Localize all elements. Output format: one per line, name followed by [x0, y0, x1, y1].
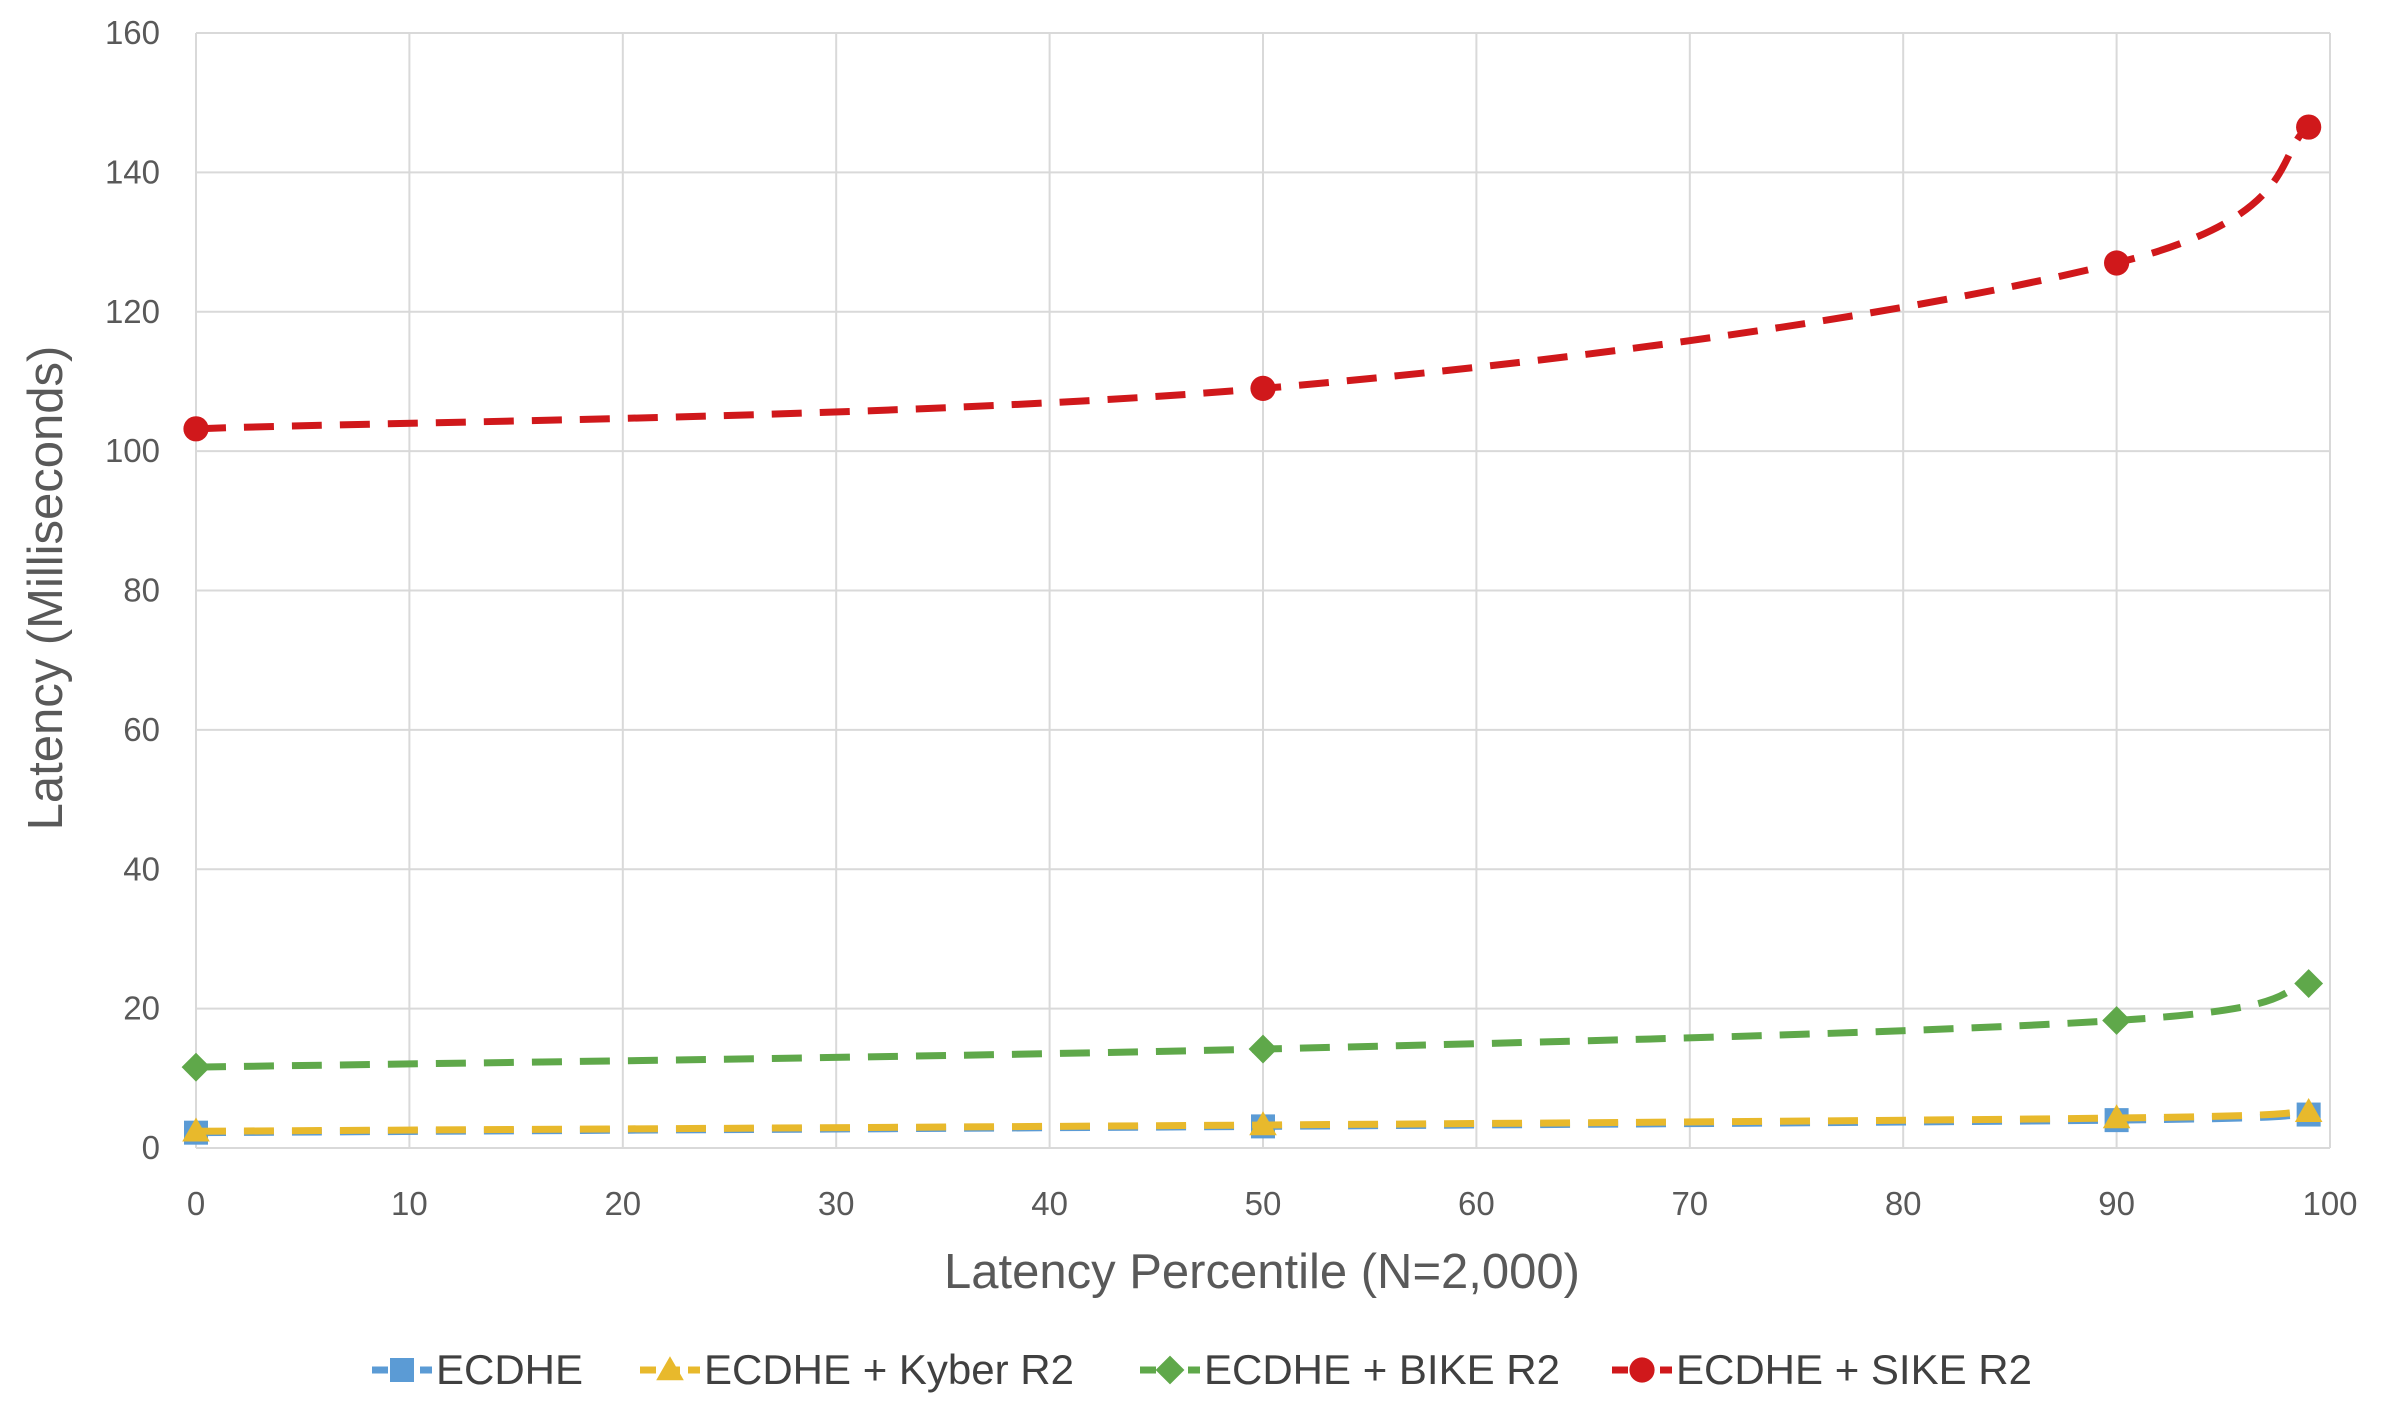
y-tick-label: 0	[142, 1129, 160, 1166]
data-point-circle	[1250, 375, 1276, 402]
data-point-circle	[2104, 250, 2130, 276]
series-line	[195, 1108, 2309, 1135]
x-tick-label: 60	[1458, 1185, 1495, 1222]
data-point-triangle	[2102, 1104, 2131, 1129]
legend-label: ECDHE + SIKE R2	[1676, 1346, 2032, 1393]
legend-label: ECDHE + BIKE R2	[1204, 1346, 1560, 1393]
data-point-diamond	[181, 1052, 211, 1082]
series-ecdhe-bike-r2	[181, 969, 2324, 1082]
y-tick-label: 120	[105, 293, 160, 330]
x-tick-label: 70	[1671, 1185, 1708, 1222]
x-tick-label: 50	[1245, 1185, 1282, 1222]
x-tick-label: 80	[1885, 1185, 1922, 1222]
legend-swatch-marker	[390, 1358, 414, 1382]
y-tick-labels: 0 20 40 60 80 100 120 140 160	[105, 14, 160, 1166]
data-point-triangle	[182, 1117, 210, 1142]
x-tick-label: 30	[818, 1185, 855, 1222]
legend-item: ECDHE + BIKE R2	[1140, 1346, 1560, 1393]
x-tick-label: 100	[2302, 1185, 2357, 1222]
legend-swatch-marker	[1629, 1357, 1655, 1383]
x-axis-title: Latency Percentile (N=2,000)	[944, 1245, 1580, 1299]
data-point-circle	[2296, 114, 2322, 140]
legend-label: ECDHE	[436, 1346, 583, 1393]
legend-item: ECDHE + SIKE R2	[1612, 1346, 2032, 1393]
x-tick-label: 20	[604, 1185, 641, 1222]
series-line	[195, 980, 2310, 1071]
x-tick-label: 0	[187, 1185, 205, 1222]
legend-item: ECDHE	[372, 1346, 583, 1393]
data-point-circle	[183, 416, 209, 442]
data-point-diamond	[2294, 969, 2324, 998]
data-point-triangle	[1249, 1111, 1277, 1136]
y-tick-label: 40	[123, 850, 160, 887]
y-tick-label: 20	[123, 990, 160, 1027]
y-tick-label: 80	[123, 572, 160, 609]
y-tick-label: 60	[123, 711, 160, 748]
data-point-diamond	[2102, 1006, 2131, 1035]
legend-item: ECDHE + Kyber R2	[640, 1346, 1074, 1393]
grid	[195, 32, 2331, 1149]
series-group	[181, 114, 2324, 1145]
series-line	[195, 124, 2311, 433]
x-tick-label: 40	[1031, 1185, 1068, 1222]
x-tick-labels: 0 10 20 30 40 50 60 70 80 90 100	[187, 1185, 2358, 1222]
series-ecdhe-kyber-r2	[182, 1097, 2323, 1142]
data-point-triangle	[2294, 1097, 2323, 1122]
legend-swatch-marker	[1155, 1355, 1185, 1385]
legend: ECDHE ECDHE + Kyber R2 ECDHE + BIKE R2 ECDH…	[372, 1346, 2032, 1393]
y-tick-label: 140	[105, 153, 160, 190]
y-axis-title: Latency (Milliseconds)	[19, 346, 73, 831]
legend-label: ECDHE + Kyber R2	[704, 1346, 1074, 1393]
legend-swatch-marker	[656, 1356, 684, 1381]
x-tick-label: 90	[2098, 1185, 2135, 1222]
y-tick-label: 160	[105, 14, 160, 51]
series-ecdhe-sike-r2	[183, 114, 2322, 442]
y-tick-label: 100	[105, 432, 160, 469]
x-tick-label: 10	[391, 1185, 428, 1222]
data-point-diamond	[1248, 1034, 1278, 1064]
